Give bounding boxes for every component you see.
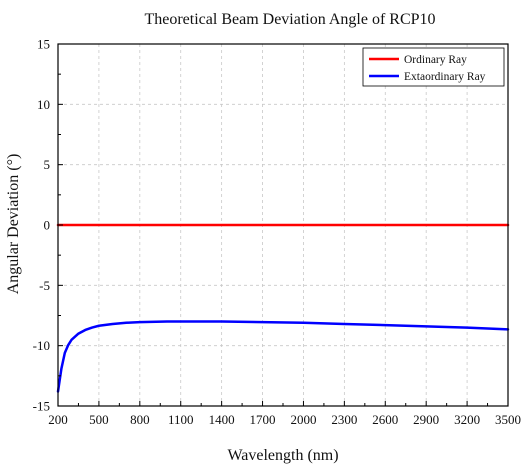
y-tick-label: 10 bbox=[37, 97, 50, 112]
x-tick-label: 3200 bbox=[454, 412, 480, 427]
x-tick-label: 200 bbox=[48, 412, 68, 427]
x-tick-label: 2900 bbox=[413, 412, 439, 427]
ticks bbox=[57, 43, 509, 407]
x-tick-label: 2000 bbox=[290, 412, 316, 427]
chart-title: Theoretical Beam Deviation Angle of RCP1… bbox=[144, 11, 435, 28]
x-axis-label: Wavelength (nm) bbox=[227, 447, 338, 464]
x-tick-label: 3500 bbox=[495, 412, 521, 427]
y-tick-labels: 15 10 5 0 -5 -10 -15 bbox=[33, 37, 50, 414]
x-tick-label: 500 bbox=[89, 412, 109, 427]
legend-box bbox=[362, 47, 505, 87]
x-tick-label: 1100 bbox=[168, 412, 194, 427]
y-tick-label: -15 bbox=[33, 399, 50, 414]
x-tick-label: 2300 bbox=[331, 412, 357, 427]
y-tick-label: -5 bbox=[39, 278, 50, 293]
legend-label-ordinary-ray: Ordinary Ray bbox=[404, 54, 467, 66]
x-tick-label: 2600 bbox=[372, 412, 398, 427]
y-tick-label: -10 bbox=[33, 338, 50, 353]
y-tick-label: 15 bbox=[37, 37, 50, 52]
x-tick-label: 800 bbox=[130, 412, 150, 427]
series-layer bbox=[56, 223, 510, 393]
legend: Ordinary Ray Extaordinary Ray bbox=[362, 47, 505, 87]
y-tick-label: 5 bbox=[44, 157, 51, 172]
legend-label-extaordinary-ray: Extaordinary Ray bbox=[404, 71, 486, 83]
x-tick-label: 1700 bbox=[250, 412, 276, 427]
y-tick-label: 0 bbox=[44, 218, 51, 233]
x-tick-labels: 200 500 800 1100 1400 1700 2000 2300 2600 2900 320… bbox=[48, 412, 521, 427]
x-tick-label: 1400 bbox=[209, 412, 235, 427]
y-axis-label: Angular Deviation (°) bbox=[5, 154, 22, 295]
series-line-extaordinary-ray bbox=[56, 320, 510, 393]
